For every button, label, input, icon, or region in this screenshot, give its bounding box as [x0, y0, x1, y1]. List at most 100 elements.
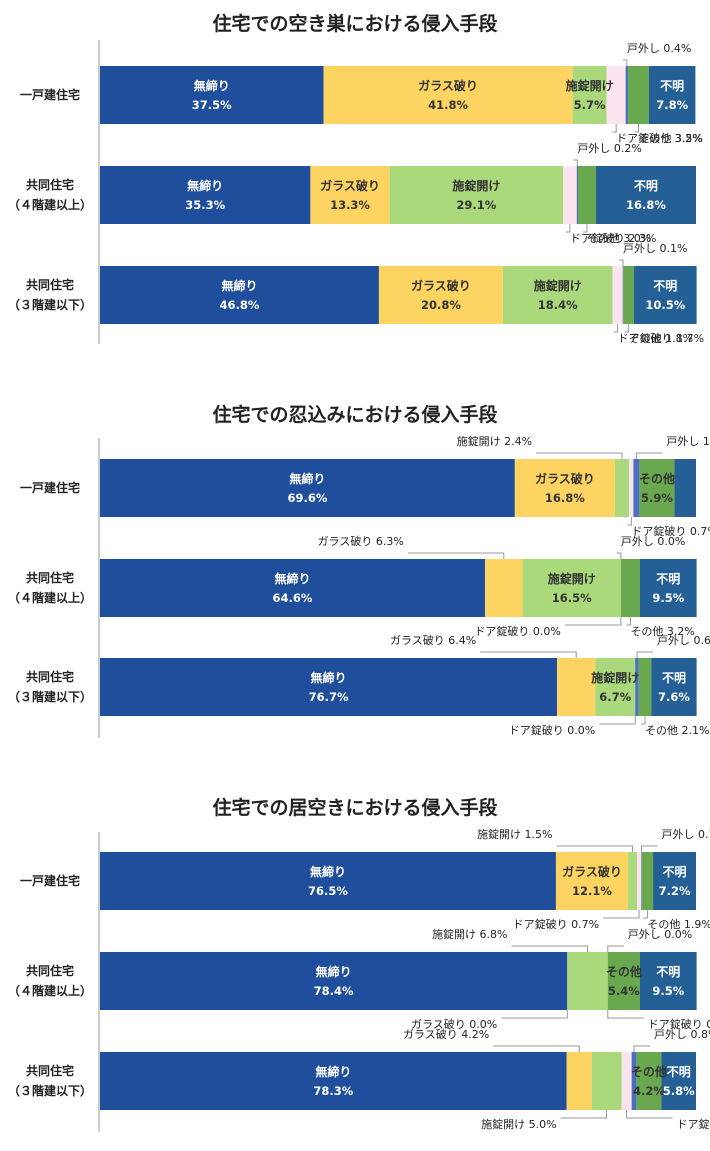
- segment-name-label: 無締り: [275, 571, 311, 586]
- callout-label: ガラス破り 4.2%: [403, 1027, 489, 1041]
- segment-name-label: ガラス破り: [418, 78, 478, 93]
- bar-segment: [622, 266, 624, 324]
- callout-label: 施錠開け 2.4%: [457, 434, 532, 448]
- bar-segment: [323, 66, 573, 124]
- callout-leader: [643, 910, 648, 919]
- category-tick-label: 共同住宅: [26, 963, 74, 978]
- callout-label: 戸外し 0.1%: [661, 828, 710, 841]
- segment-name-label: 無締り: [310, 864, 346, 879]
- bar-segment: [623, 266, 635, 324]
- callout-label: ドア錠破り 0.7%: [631, 524, 710, 538]
- segment-name-label: 不明: [660, 79, 684, 93]
- bar-segment: [629, 459, 634, 517]
- callout-label: ドア錠破り 0.7%: [513, 917, 599, 931]
- callout-leader: [560, 1110, 608, 1119]
- segment-name-label: その他: [606, 964, 642, 979]
- segment-name-label: ガラス破り: [320, 178, 380, 193]
- segment-name-label: ガラス破り: [562, 864, 622, 879]
- segment-value-label: 37.5%: [192, 98, 232, 112]
- chart-title: 住宅での居空きにおける侵入手段: [212, 796, 498, 819]
- bar-segment: [378, 266, 503, 324]
- callout-label: ドア錠破り 2.3%: [570, 231, 656, 245]
- chart-title: 住宅での忍込みにおける侵入手段: [212, 403, 498, 426]
- segment-value-label: 76.7%: [309, 690, 349, 704]
- segment-name-label: 無締り: [316, 964, 352, 979]
- segment-name-label: 施錠開け: [591, 670, 639, 685]
- bar-segment: [621, 1052, 632, 1110]
- bar-segment: [100, 66, 324, 124]
- bar-segment: [653, 852, 696, 910]
- bar-segment: [502, 266, 613, 324]
- category-tick-label: 共同住宅: [26, 570, 74, 585]
- callout-leader: [636, 651, 653, 658]
- segment-value-label: 16.8%: [545, 491, 585, 505]
- bar-segment: [636, 852, 642, 910]
- callout-label: その他 3.5%: [638, 132, 702, 145]
- bar-segment: [100, 266, 379, 324]
- segment-value-label: 13.3%: [330, 198, 370, 212]
- category-tick-label: 共同住宅: [26, 669, 74, 684]
- segment-value-label: 4.2%: [633, 1084, 665, 1098]
- bar-segment: [557, 658, 596, 716]
- callout-label: 戸外し 0.8%: [654, 1028, 710, 1041]
- segment-value-label: 10.5%: [645, 298, 685, 312]
- callout-label: 戸外し 0.6%: [657, 634, 710, 647]
- bar-segment: [567, 952, 608, 1010]
- segment-value-label: 7.2%: [659, 884, 691, 898]
- callout-label: その他 3.2%: [630, 625, 694, 638]
- bar-segment: [639, 559, 697, 617]
- callout-label: 戸外し 0.4%: [627, 42, 691, 55]
- segment-name-label: 無締り: [315, 1064, 351, 1079]
- bar-segment: [566, 1052, 592, 1110]
- category-tick-label: （４階建以上）: [8, 590, 92, 605]
- bar-segment: [631, 1052, 637, 1110]
- bar-segment: [576, 166, 578, 224]
- segment-value-label: 7.6%: [658, 690, 690, 704]
- bar-segment: [310, 166, 390, 224]
- callout-label: 施錠開け 5.0%: [481, 1117, 556, 1131]
- segment-value-label: 78.4%: [314, 984, 354, 998]
- bar-segment: [100, 1052, 567, 1110]
- bar-segment: [612, 266, 623, 324]
- callout-leader: [627, 517, 632, 526]
- callout-leader: [603, 910, 640, 919]
- bar-segment: [648, 66, 696, 124]
- bar-segment: [389, 166, 564, 224]
- bar-segment: [485, 559, 523, 617]
- segment-name-label: ガラス破り: [411, 278, 471, 293]
- callout-leader: [635, 452, 663, 459]
- callout-label: その他 3.0%: [587, 232, 651, 245]
- callout-leader: [616, 552, 622, 559]
- callout-leader: [480, 651, 577, 658]
- segment-name-label: 施錠開け: [548, 571, 596, 586]
- segment-value-label: 64.6%: [273, 591, 313, 605]
- callout-leader: [511, 945, 589, 952]
- bar-segment: [522, 559, 621, 617]
- segment-name-label: 無締り: [221, 278, 257, 293]
- bar-segment: [638, 658, 652, 716]
- bar-segment: [563, 166, 577, 224]
- category-tick-label: （４階建以上）: [8, 983, 92, 998]
- segment-value-label: 12.1%: [572, 884, 612, 898]
- segment-name-label: 不明: [662, 671, 686, 685]
- segment-value-label: 78.3%: [313, 1084, 353, 1098]
- segment-name-label: 無締り: [311, 670, 347, 685]
- segment-value-label: 7.8%: [656, 98, 688, 112]
- callout-leader: [618, 259, 624, 266]
- bar-segment: [100, 166, 311, 224]
- bar-segment: [572, 66, 607, 124]
- chart-title: 住宅での空き巣における侵入手段: [212, 12, 498, 35]
- callout-label: 戸外し 1.0%: [666, 435, 710, 448]
- callout-label: その他 2.1%: [645, 724, 709, 737]
- callout-leader: [633, 1045, 651, 1052]
- segment-value-label: 5.8%: [663, 1084, 695, 1098]
- callout-leader: [626, 1110, 673, 1119]
- category-tick-label: 一戸建住宅: [20, 480, 80, 495]
- callout-leader: [607, 1010, 644, 1019]
- segment-name-label: 無締り: [289, 471, 325, 486]
- callout-leader: [599, 716, 636, 725]
- segment-name-label: その他: [639, 471, 675, 486]
- callout-leader: [626, 617, 631, 626]
- bar-segment: [100, 459, 515, 517]
- callout-leader: [565, 224, 571, 233]
